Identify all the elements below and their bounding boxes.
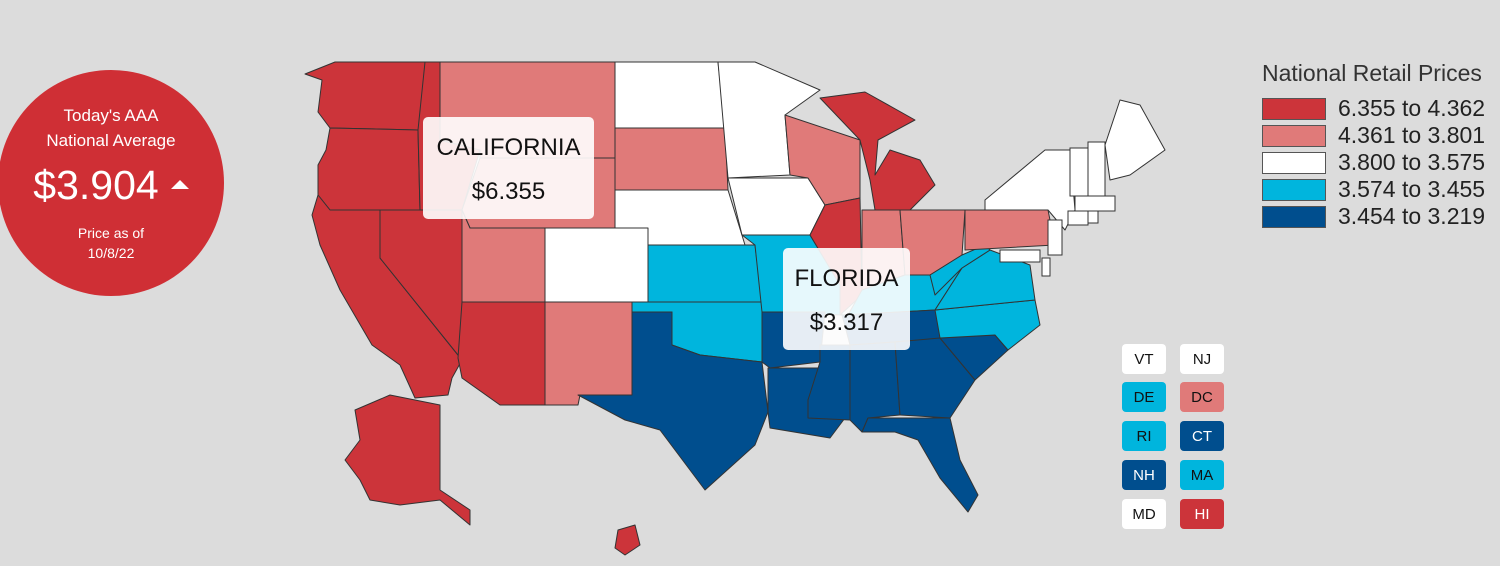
- state-NH[interactable]: [1087, 141, 1106, 197]
- small-state-ri[interactable]: RI: [1122, 421, 1166, 451]
- small-state-vt[interactable]: VT: [1122, 344, 1166, 374]
- tooltip-florida: FLORIDA $3.317: [783, 248, 910, 350]
- legend-item: 6.355 to 4.362: [1262, 95, 1485, 122]
- small-state-md[interactable]: MD: [1122, 499, 1166, 529]
- state-SD[interactable]: [614, 127, 729, 191]
- legend-swatch: [1262, 124, 1326, 147]
- small-state-nj[interactable]: NJ: [1180, 344, 1224, 374]
- small-state-nh[interactable]: NH: [1122, 460, 1166, 490]
- state-NJ[interactable]: [1047, 219, 1063, 256]
- state-KS[interactable]: [647, 244, 763, 303]
- small-state-dc[interactable]: DC: [1180, 382, 1224, 412]
- state-MI[interactable]: [819, 91, 936, 211]
- state-CO[interactable]: [544, 227, 649, 303]
- tooltip-california: CALIFORNIA $6.355: [423, 117, 594, 219]
- price-legend: National Retail Prices 6.355 to 4.362 4.…: [1262, 60, 1485, 230]
- state-GA[interactable]: [894, 337, 976, 419]
- state-HI[interactable]: [614, 524, 641, 556]
- state-ME[interactable]: [1104, 99, 1166, 181]
- legend-item: 3.574 to 3.455: [1262, 176, 1485, 203]
- legend-swatch: [1262, 205, 1326, 228]
- legend-title: National Retail Prices: [1262, 60, 1482, 86]
- national-average-badge: Today's AAA National Average $3.904 Pric…: [0, 70, 224, 296]
- national-average-price: $3.904: [0, 162, 224, 209]
- legend-item: 4.361 to 3.801: [1262, 122, 1485, 149]
- legend-swatch: [1262, 178, 1326, 201]
- state-FL[interactable]: [861, 417, 979, 513]
- small-state-ct[interactable]: CT: [1180, 421, 1224, 451]
- state-CT[interactable]: [1067, 210, 1089, 226]
- state-MA[interactable]: [1074, 195, 1116, 212]
- state-AK[interactable]: [344, 394, 471, 526]
- national-average-title: Today's AAA National Average: [46, 106, 176, 150]
- legend-swatch: [1262, 151, 1326, 174]
- legend-item: 3.800 to 3.575: [1262, 149, 1485, 176]
- price-date: Price as of 10/8/22: [77, 225, 145, 261]
- state-ND[interactable]: [614, 61, 726, 129]
- state-NM[interactable]: [544, 301, 633, 406]
- state-MD[interactable]: [999, 249, 1041, 263]
- state-OR[interactable]: [317, 127, 421, 211]
- legend-item: 3.454 to 3.219: [1262, 203, 1485, 230]
- small-state-ma[interactable]: MA: [1180, 460, 1224, 490]
- small-state-de[interactable]: DE: [1122, 382, 1166, 412]
- state-IA[interactable]: [727, 177, 826, 236]
- trend-up-icon: [170, 179, 189, 189]
- state-WV[interactable]: [929, 244, 991, 296]
- small-state-hi[interactable]: HI: [1180, 499, 1224, 529]
- state-TX[interactable]: [577, 311, 769, 491]
- state-PA[interactable]: [964, 209, 1056, 251]
- state-DE[interactable]: [1041, 257, 1051, 277]
- state-WA[interactable]: [304, 61, 433, 131]
- state-VT[interactable]: [1069, 147, 1089, 197]
- state-RI[interactable]: [1087, 210, 1099, 224]
- state-AZ[interactable]: [457, 301, 546, 406]
- legend-swatch: [1262, 97, 1326, 120]
